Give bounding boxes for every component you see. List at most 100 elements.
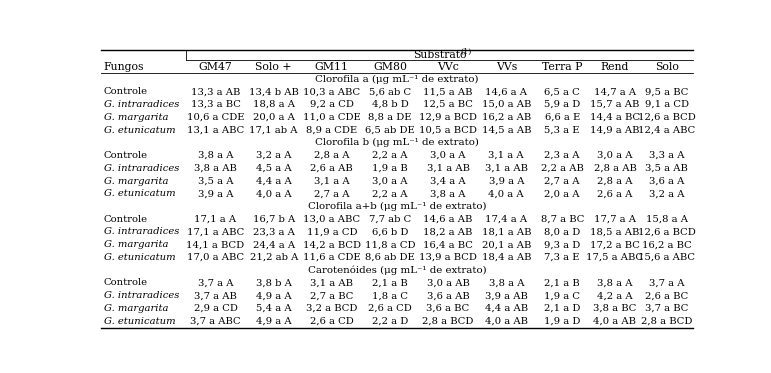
Text: 15,6 a ABC: 15,6 a ABC bbox=[638, 253, 695, 262]
Text: 3,8 a A: 3,8 a A bbox=[598, 278, 633, 287]
Text: G. margarita: G. margarita bbox=[103, 176, 168, 186]
Text: 2,3 a A: 2,3 a A bbox=[544, 151, 580, 160]
Text: 3,6 a BC: 3,6 a BC bbox=[426, 304, 470, 313]
Text: 24,4 a A: 24,4 a A bbox=[253, 240, 295, 249]
Text: 5,6 ab C: 5,6 ab C bbox=[369, 87, 411, 96]
Text: 17,4 a A: 17,4 a A bbox=[485, 215, 527, 224]
Text: 12,6 a BCD: 12,6 a BCD bbox=[638, 113, 695, 122]
Text: 11,6 a CDE: 11,6 a CDE bbox=[303, 253, 361, 262]
Text: 13,0 a ABC: 13,0 a ABC bbox=[303, 215, 360, 224]
Text: 3,7 a ABC: 3,7 a ABC bbox=[190, 317, 241, 326]
Text: Fungos: Fungos bbox=[103, 62, 144, 72]
Text: 3,6 a A: 3,6 a A bbox=[649, 176, 685, 186]
Text: G. intraradices: G. intraradices bbox=[103, 100, 179, 109]
Text: 4,4 a AB: 4,4 a AB bbox=[485, 304, 528, 313]
Text: 3,1 a AB: 3,1 a AB bbox=[485, 164, 528, 173]
Text: 12,9 a BCD: 12,9 a BCD bbox=[419, 113, 477, 122]
Text: 2,6 a CD: 2,6 a CD bbox=[368, 304, 412, 313]
Text: 2,6 a A: 2,6 a A bbox=[598, 189, 633, 198]
Text: 3,3 a A: 3,3 a A bbox=[649, 151, 685, 160]
Text: 2,7 a BC: 2,7 a BC bbox=[310, 291, 354, 300]
Text: G. intraradices: G. intraradices bbox=[103, 228, 179, 236]
Text: 17,7 a A: 17,7 a A bbox=[594, 215, 636, 224]
Text: 3,9 a A: 3,9 a A bbox=[198, 189, 234, 198]
Text: 2,2 a A: 2,2 a A bbox=[372, 151, 408, 160]
Text: 8,8 a DE: 8,8 a DE bbox=[369, 113, 412, 122]
Text: 17,0 a ABC: 17,0 a ABC bbox=[187, 253, 244, 262]
Text: Terra P: Terra P bbox=[542, 62, 582, 72]
Text: 11,5 a AB: 11,5 a AB bbox=[423, 87, 473, 96]
Text: 6,6 b D: 6,6 b D bbox=[372, 228, 408, 236]
Text: 2,2 a D: 2,2 a D bbox=[372, 317, 408, 326]
Text: GM80: GM80 bbox=[373, 62, 407, 72]
Text: 3,2 a A: 3,2 a A bbox=[256, 151, 291, 160]
Text: G. margarita: G. margarita bbox=[103, 113, 168, 122]
Text: 21,2 ab A: 21,2 ab A bbox=[250, 253, 298, 262]
Text: VVc: VVc bbox=[437, 62, 459, 72]
Text: 4,2 a A: 4,2 a A bbox=[598, 291, 633, 300]
Text: 12,5 a BC: 12,5 a BC bbox=[423, 100, 473, 109]
Text: 3,2 a BCD: 3,2 a BCD bbox=[306, 304, 358, 313]
Text: 7,7 ab C: 7,7 ab C bbox=[369, 215, 411, 224]
Text: 18,5 a AB: 18,5 a AB bbox=[591, 228, 640, 236]
Text: 17,2 a BC: 17,2 a BC bbox=[590, 240, 640, 249]
Text: Carotenóides (μg mL⁻¹ de extrato): Carotenóides (μg mL⁻¹ de extrato) bbox=[308, 266, 487, 275]
Text: 3,0 a A: 3,0 a A bbox=[598, 151, 633, 160]
Text: G. margarita: G. margarita bbox=[103, 304, 168, 313]
Text: 3,1 a A: 3,1 a A bbox=[314, 176, 349, 186]
Text: 1,9 a D: 1,9 a D bbox=[544, 317, 581, 326]
Text: 1,9 a B: 1,9 a B bbox=[372, 164, 408, 173]
Text: 2,2 a AB: 2,2 a AB bbox=[540, 164, 584, 173]
Text: 14,2 a BCD: 14,2 a BCD bbox=[303, 240, 361, 249]
Text: 10,5 a BCD: 10,5 a BCD bbox=[419, 126, 477, 135]
Text: 1,9 a C: 1,9 a C bbox=[544, 291, 581, 300]
Text: 18,8 a A: 18,8 a A bbox=[253, 100, 295, 109]
Text: (1): (1) bbox=[460, 48, 472, 56]
Text: 3,0 a AB: 3,0 a AB bbox=[426, 278, 470, 287]
Text: 7,3 a E: 7,3 a E bbox=[544, 253, 580, 262]
Text: 17,1 a A: 17,1 a A bbox=[194, 215, 237, 224]
Text: 20,1 a AB: 20,1 a AB bbox=[482, 240, 531, 249]
Text: 3,1 a AB: 3,1 a AB bbox=[426, 164, 470, 173]
Text: 2,6 a CD: 2,6 a CD bbox=[310, 317, 354, 326]
Text: 3,0 a A: 3,0 a A bbox=[430, 151, 466, 160]
Text: 13,9 a BCD: 13,9 a BCD bbox=[419, 253, 477, 262]
Text: G. margarita: G. margarita bbox=[103, 240, 168, 249]
Text: 2,1 a B: 2,1 a B bbox=[372, 278, 408, 287]
Text: 5,3 a E: 5,3 a E bbox=[544, 126, 580, 135]
Text: 14,1 a BCD: 14,1 a BCD bbox=[187, 240, 244, 249]
Text: 4,9 a A: 4,9 a A bbox=[256, 291, 291, 300]
Text: 9,1 a CD: 9,1 a CD bbox=[645, 100, 689, 109]
Text: 5,9 a D: 5,9 a D bbox=[544, 100, 581, 109]
Text: G. etunicatum: G. etunicatum bbox=[103, 126, 175, 135]
Text: 6,5 a C: 6,5 a C bbox=[544, 87, 580, 96]
Text: Solo: Solo bbox=[655, 62, 678, 72]
Text: 15,0 a AB: 15,0 a AB bbox=[482, 100, 531, 109]
Text: 3,9 a A: 3,9 a A bbox=[489, 176, 524, 186]
Text: 6,5 ab DE: 6,5 ab DE bbox=[365, 126, 415, 135]
Text: 2,7 a A: 2,7 a A bbox=[544, 176, 580, 186]
Text: 16,4 a BC: 16,4 a BC bbox=[423, 240, 473, 249]
Text: 11,0 a CDE: 11,0 a CDE bbox=[303, 113, 361, 122]
Text: G. intraradices: G. intraradices bbox=[103, 164, 179, 173]
Text: 14,4 a BC: 14,4 a BC bbox=[590, 113, 640, 122]
Text: 9,3 a D: 9,3 a D bbox=[544, 240, 581, 249]
Text: 13,4 b AB: 13,4 b AB bbox=[249, 87, 298, 96]
Text: 2,0 a A: 2,0 a A bbox=[544, 189, 580, 198]
Text: Clorofila b (μg mL⁻¹ de extrato): Clorofila b (μg mL⁻¹ de extrato) bbox=[315, 138, 479, 147]
Text: 12,6 a BCD: 12,6 a BCD bbox=[638, 228, 695, 236]
Text: 14,6 a AB: 14,6 a AB bbox=[423, 215, 473, 224]
Text: 11,8 a CD: 11,8 a CD bbox=[365, 240, 416, 249]
Text: 3,4 a A: 3,4 a A bbox=[430, 176, 466, 186]
Text: Controle: Controle bbox=[103, 278, 148, 287]
Text: 3,8 a BC: 3,8 a BC bbox=[593, 304, 637, 313]
Text: 3,8 a A: 3,8 a A bbox=[430, 189, 466, 198]
Text: 6,6 a E: 6,6 a E bbox=[544, 113, 580, 122]
Text: G. etunicatum: G. etunicatum bbox=[103, 253, 175, 262]
Text: 13,3 a AB: 13,3 a AB bbox=[191, 87, 241, 96]
Text: 8,0 a D: 8,0 a D bbox=[544, 228, 581, 236]
Text: 15,8 a A: 15,8 a A bbox=[646, 215, 688, 224]
Text: 2,6 a AB: 2,6 a AB bbox=[311, 164, 353, 173]
Text: G. intraradices: G. intraradices bbox=[103, 291, 179, 300]
Text: 3,8 a A: 3,8 a A bbox=[489, 278, 524, 287]
